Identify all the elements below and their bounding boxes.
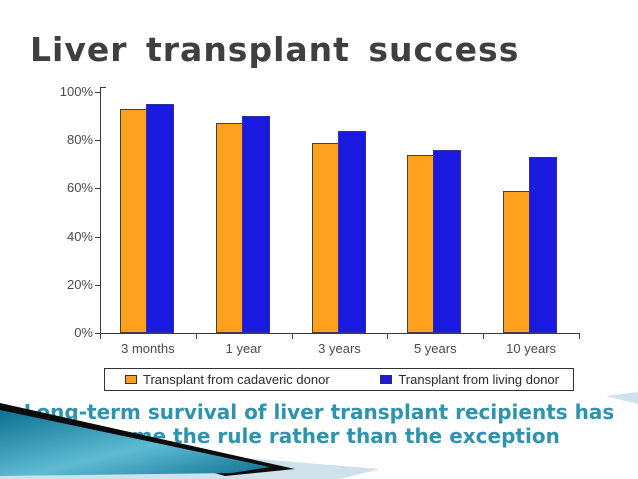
caption-line-1: Long-term survival of liver transplant r…	[23, 400, 615, 424]
y-tick	[95, 92, 100, 93]
y-tick-label: 100%	[59, 84, 93, 99]
bar-living-1-year	[241, 116, 270, 333]
y-tick	[95, 333, 100, 334]
slide-caption: Long-term survival of liver transplant r…	[0, 400, 638, 448]
x-tick-label-1-year: 1 year	[225, 341, 262, 356]
legend-item-living: Transplant from living donor	[380, 373, 559, 386]
y-tick	[95, 236, 100, 238]
x-axis	[100, 333, 580, 334]
y-tick	[95, 140, 100, 142]
x-tick-label-5-years: 5 years	[413, 341, 457, 356]
deco-pale-sliver	[606, 392, 638, 404]
legend-label-living: Transplant from living donor	[398, 372, 559, 387]
x-tick	[100, 334, 101, 339]
y-tick-label: 80%	[66, 132, 93, 148]
x-tick-label-3-years: 3 years	[318, 341, 361, 356]
bar-living-10-years	[529, 157, 558, 333]
y-tick	[95, 284, 100, 286]
x-tick	[291, 334, 293, 339]
bar-living-5-years	[433, 149, 462, 333]
legend-label-cadaveric: Transplant from cadaveric donor	[143, 372, 330, 387]
y-axis	[100, 87, 101, 334]
bar-cadaveric-1-year	[215, 123, 243, 333]
bar-living-3-months	[145, 104, 174, 333]
bar-cadaveric-5-years	[407, 154, 435, 333]
y-axis-cap-tick	[100, 87, 106, 88]
y-tick-label: 0%	[74, 325, 93, 340]
x-tick	[195, 334, 197, 339]
x-tick	[483, 334, 485, 339]
bar-cadaveric-3-months	[119, 108, 147, 333]
bar-cadaveric-10-years	[503, 190, 531, 333]
deco-teal-wedge	[0, 410, 270, 476]
chart-legend: Transplant from cadaveric donor Transpla…	[104, 368, 574, 391]
legend-swatch-living	[380, 375, 393, 384]
legend-swatch-cadaveric	[125, 375, 137, 384]
bar-cadaveric-3-years	[311, 142, 339, 333]
x-tick-label-10-years: 10 years	[506, 341, 557, 356]
legend-item-cadaveric: Transplant from cadaveric donor	[125, 373, 330, 386]
y-tick-label: 40%	[66, 228, 93, 244]
corner-decoration	[0, 392, 638, 479]
y-tick	[95, 188, 100, 190]
y-tick-label: 20%	[66, 276, 93, 292]
x-tick	[387, 334, 389, 339]
x-tick	[579, 334, 580, 339]
slide-title: Liver transplant success	[30, 30, 520, 69]
x-tick-label-3-months: 3 months	[121, 341, 175, 356]
bar-living-3-years	[337, 130, 366, 333]
y-tick-label: 60%	[66, 180, 93, 196]
